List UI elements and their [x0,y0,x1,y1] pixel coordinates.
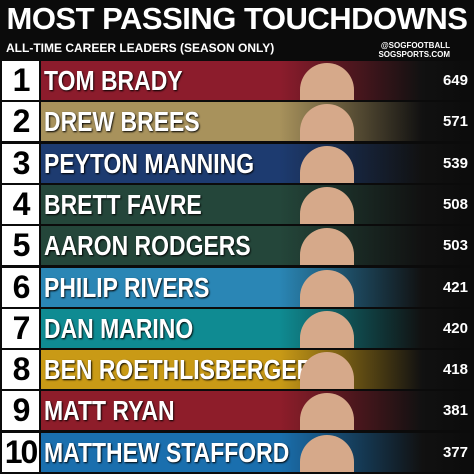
rank: 4 [2,184,39,224]
player-name: AARON RODGERS [44,230,251,262]
touchdowns: 377 [442,443,468,461]
player-photo [300,393,354,431]
row: 8 BEN ROETHLISBERGER 418 [0,350,474,390]
touchdowns: 649 [442,72,468,89]
row: 9 MATT RYAN 381 [0,391,474,431]
rank: 8 [2,350,39,390]
player-name: PEYTON MANNING [44,147,255,179]
player-photo [300,186,354,224]
rank: 10 [2,432,39,472]
row: 4 BRETT FAVRE 508 [0,184,474,224]
credit: SOGSPORTS.COM [378,50,450,59]
player-photo [300,104,354,142]
player-photo [300,63,354,100]
rank: 6 [2,267,39,307]
player-name: DAN MARINO [44,312,194,344]
player-name: BEN ROETHLISBERGER [44,354,314,386]
row-band [41,226,474,266]
row: 6 PHILIP RIVERS 421 [0,267,474,307]
player-name: BRETT FAVRE [44,188,202,220]
row-band [41,267,474,307]
touchdowns: 418 [442,361,468,379]
rank: 1 [2,61,39,100]
row-band [41,102,474,142]
row: 7 DAN MARINO 420 [0,308,474,348]
title: MOST PASSING TOUCHDOWNS [6,1,468,36]
row-band [41,391,474,431]
player-name: DREW BREES [44,106,200,138]
player-name: PHILIP RIVERS [44,271,210,303]
row: 2 DREW BREES 571 [0,102,474,142]
touchdowns: 381 [442,402,468,420]
subtitle: ALL-TIME CAREER LEADERS (SEASON ONLY) [6,41,275,55]
rank: 3 [2,143,39,183]
row-band [41,61,474,100]
row-band [41,308,474,348]
player-name: MATTHEW STAFFORD [44,436,290,468]
player-name: MATT RYAN [44,395,175,427]
row-band [41,143,474,183]
player-name: TOM BRADY [44,65,183,96]
rank: 2 [2,102,39,142]
touchdowns: 539 [442,154,468,172]
row-band [41,432,474,472]
rank: 9 [2,391,39,431]
player-photo [300,310,354,348]
rank: 7 [2,308,39,348]
row-band [41,184,474,224]
row: 1 TOM BRADY 649 [0,61,474,100]
touchdowns: 420 [442,319,468,337]
touchdowns: 421 [442,278,468,296]
touchdowns: 508 [442,195,468,213]
touchdowns: 571 [442,113,468,131]
player-photo [300,352,354,390]
credit: @SOGFOOTBALL [380,41,450,50]
row: 10 MATTHEW STAFFORD 377 [0,432,474,472]
rank: 5 [2,226,39,266]
row: 5 AARON RODGERS 503 [0,226,474,266]
row: 3 PEYTON MANNING 539 [0,143,474,183]
touchdowns: 503 [442,237,468,255]
row-band [41,350,474,390]
player-photo [300,228,354,266]
